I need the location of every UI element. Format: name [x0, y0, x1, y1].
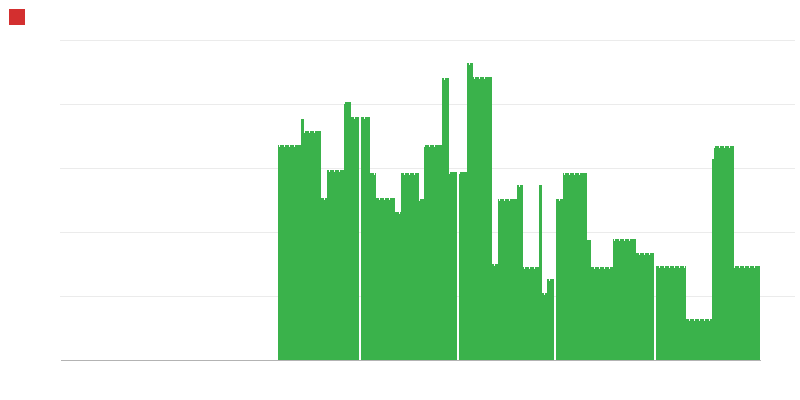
- bar-segment: [492, 264, 498, 360]
- bar-segment: [401, 173, 419, 360]
- bar-segment: [278, 145, 301, 360]
- bar-segment: [686, 319, 712, 360]
- bar-segment: [714, 146, 734, 360]
- bar-segment: [467, 63, 473, 360]
- bar-segment: [542, 293, 547, 360]
- gridline: [60, 40, 795, 41]
- bar-segment: [419, 199, 424, 360]
- bar-segment: [351, 117, 359, 360]
- bar-segment: [473, 77, 492, 360]
- bar-segment: [370, 173, 376, 360]
- bar-segment: [591, 267, 613, 360]
- bar-segment: [327, 170, 344, 360]
- bar-segment: [517, 185, 523, 360]
- bar-segment: [587, 240, 591, 360]
- red-square-marker: [9, 9, 25, 25]
- bar-segment: [636, 253, 654, 360]
- bar-segment: [613, 239, 636, 360]
- bar-segment: [459, 172, 467, 360]
- bar-segment: [395, 212, 401, 360]
- bar-segment: [301, 119, 304, 360]
- bar-segment: [376, 198, 395, 360]
- bar-segment: [361, 117, 370, 360]
- bar-segment: [424, 145, 442, 360]
- bar-segment: [563, 173, 587, 360]
- bar-segment: [321, 198, 327, 360]
- bar-segment: [656, 266, 686, 360]
- bar-segment: [547, 279, 554, 360]
- bar-segment: [712, 159, 714, 360]
- bar-segment: [523, 267, 539, 360]
- bar-segment: [556, 199, 563, 360]
- bar-segment: [449, 172, 457, 360]
- bar-segment: [304, 131, 321, 360]
- bar-segment: [498, 199, 517, 360]
- bar-segment: [539, 185, 542, 360]
- bar-segment: [734, 266, 760, 360]
- bar-segment: [442, 78, 449, 360]
- bar-segment: [344, 102, 351, 360]
- x-axis-line: [61, 359, 761, 361]
- gridline: [60, 104, 795, 105]
